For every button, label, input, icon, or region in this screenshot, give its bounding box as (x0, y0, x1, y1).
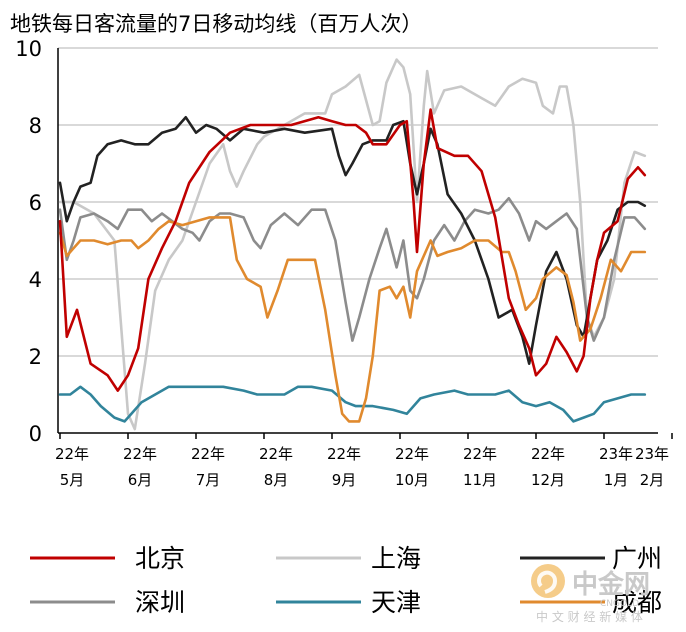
chart-title: 地铁每日客流量的7日移动均线（百万人次） (10, 12, 423, 36)
x-tick-year: 22年 (123, 445, 157, 463)
x-tick-month: 6月 (128, 471, 153, 489)
grid-lines (58, 47, 658, 357)
legend-label: 成都 (612, 588, 662, 617)
x-tick-month: 1月 (604, 471, 629, 489)
x-tick-year: 22年 (531, 445, 565, 463)
y-tick-label: 10 (15, 37, 42, 61)
series-line-3 (58, 196, 647, 342)
y-tick-label: 6 (29, 191, 42, 215)
x-tick-year: 22年 (395, 445, 429, 463)
x-tick-year: 23年 (599, 445, 633, 463)
watermark-circle (531, 564, 565, 598)
legend-label: 广州 (612, 544, 662, 573)
x-tick-year: 23年 (635, 445, 669, 463)
series-lines (58, 58, 647, 431)
series-line-5 (58, 216, 647, 423)
y-tick-label: 0 (29, 422, 42, 446)
series-line-1 (58, 58, 647, 431)
series-line-0 (58, 108, 647, 392)
x-tick-year: 22年 (327, 445, 361, 463)
series-line-2 (58, 116, 647, 365)
x-tick-month: 5月 (60, 471, 85, 489)
x-tick-year: 22年 (55, 445, 89, 463)
x-tick-month: 10月 (395, 471, 429, 489)
y-tick-label: 8 (29, 114, 42, 138)
x-tick-month: 8月 (264, 471, 289, 489)
legend-label: 深圳 (135, 588, 185, 617)
x-tick-year: 22年 (463, 445, 497, 463)
watermark-logo: 中金网 CNGOLD 中 文 财 经 新 媒 体 (531, 564, 650, 624)
series-line-4 (58, 385, 647, 423)
x-tick-month: 2月 (640, 471, 665, 489)
x-tick-month: 12月 (531, 471, 565, 489)
watermark-cn: 中 文 财 经 新 媒 体 (536, 609, 643, 624)
y-axis: 0 2 4 6 8 10 (15, 37, 59, 446)
x-tick-month: 9月 (332, 471, 357, 489)
watermark-sub: CNGOLD (600, 599, 639, 609)
y-tick-label: 4 (29, 268, 42, 292)
legend-label: 北京 (135, 544, 185, 573)
x-tick-year: 22年 (191, 445, 225, 463)
legend-label: 上海 (371, 544, 421, 573)
x-tick-month: 7月 (196, 471, 221, 489)
x-axis: 22年 5月 22年 6月 22年 7月 22年 8月 22年 9月 22年 10月 22年 11月 22年… (55, 432, 673, 489)
legend-label: 天津 (371, 588, 421, 617)
watermark-text: 中金网 (572, 569, 650, 600)
y-tick-label: 2 (29, 345, 42, 369)
x-tick-month: 11月 (463, 471, 497, 489)
x-tick-year: 22年 (259, 445, 293, 463)
